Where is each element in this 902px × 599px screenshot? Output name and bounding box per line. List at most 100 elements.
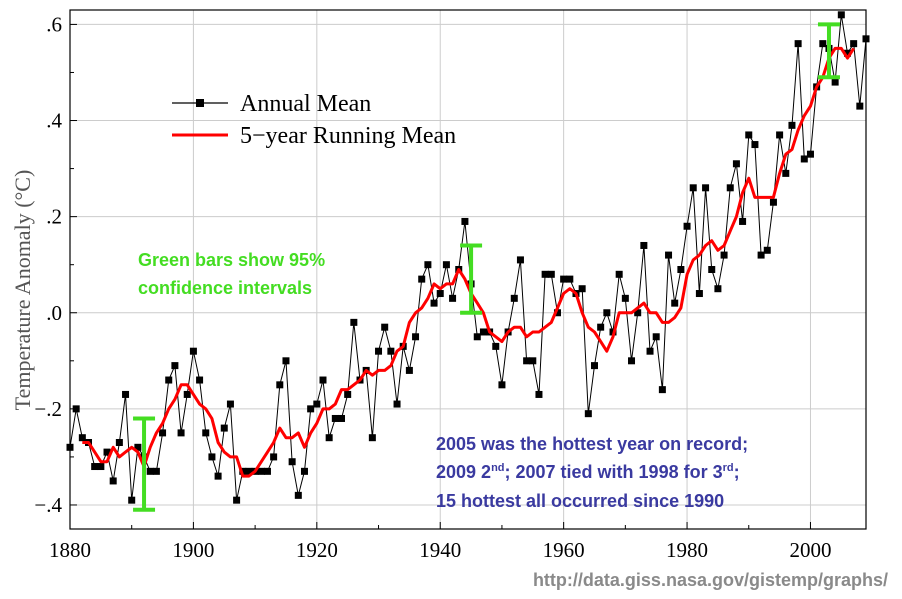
annual-mean-point <box>553 309 561 317</box>
annual-mean-point <box>338 414 346 422</box>
annual-mean-point <box>492 342 500 350</box>
annual-mean-point <box>331 414 339 422</box>
annual-mean-point <box>122 390 130 398</box>
running-mean-line <box>82 46 855 478</box>
annual-mean-point <box>226 400 234 408</box>
annual-mean-point <box>307 405 315 413</box>
annual-mean-point <box>695 290 703 298</box>
annual-mean-point <box>856 102 864 110</box>
annual-mean-point <box>313 400 321 408</box>
annual-mean-point <box>578 285 586 293</box>
annual-mean-point <box>776 131 784 139</box>
confidence-note-line-2: confidence intervals <box>138 278 312 298</box>
annual-mean-point <box>837 11 845 19</box>
annual-mean-point <box>325 434 333 442</box>
annual-mean-point <box>189 347 197 355</box>
annual-mean-point <box>424 261 432 269</box>
x-tick-label: 1900 <box>172 538 214 562</box>
annual-mean-point <box>516 256 524 264</box>
grid-lines <box>69 10 866 529</box>
annual-mean-point <box>757 251 765 259</box>
legend-annual-label: Annual Mean <box>240 91 371 117</box>
y-tick-label: −.4 <box>34 493 62 517</box>
annual-mean-point <box>282 357 290 365</box>
annual-mean-point <box>442 261 450 269</box>
annual-mean-point <box>381 323 389 331</box>
annual-mean-point <box>449 294 457 302</box>
annual-mean-point <box>689 184 697 192</box>
annual-mean-point <box>646 347 654 355</box>
axis-ticks: 1880 1900 1920 1940 1960 1980 2000 −.4 −.2 .0 .2 .4… <box>34 12 831 562</box>
annual-mean-point <box>708 266 716 273</box>
annual-mean-point <box>288 458 296 466</box>
annual-mean-point <box>430 299 438 307</box>
source-url: http://data.giss.nasa.gov/gistemp/graphs… <box>533 570 888 590</box>
annual-mean-point <box>202 429 210 437</box>
annual-mean-point <box>751 141 759 149</box>
annual-mean-point <box>769 198 777 206</box>
x-tick-label: 1980 <box>666 538 708 562</box>
annual-mean-point <box>171 362 179 370</box>
annual-mean-point <box>214 472 222 480</box>
annual-mean-point <box>257 467 265 475</box>
annual-mean-point <box>541 270 549 278</box>
annual-mean-point <box>831 78 839 86</box>
hottest-note-line-2: 2009 2nd; 2007 tied with 1998 for 3rd; <box>436 462 740 482</box>
annual-mean-point <box>800 155 808 163</box>
annual-mean-point <box>547 270 555 278</box>
annual-mean-point <box>819 40 827 48</box>
legend-annual-marker <box>196 99 204 107</box>
x-tick-label: 1960 <box>543 538 585 562</box>
annual-mean-point <box>498 381 506 389</box>
confidence-bar <box>460 243 483 315</box>
annual-mean-point <box>665 251 673 259</box>
annual-mean-point <box>220 424 228 432</box>
x-tick-label: 1880 <box>49 538 91 562</box>
annual-mean-point <box>850 40 858 48</box>
annual-mean-point <box>78 434 86 442</box>
annual-mean-point <box>263 467 271 475</box>
annual-mean-point <box>375 347 383 355</box>
annual-mean-point <box>473 333 481 341</box>
annual-mean-point <box>652 333 660 341</box>
annual-mean-point <box>603 309 611 317</box>
annual-mean-point <box>843 49 851 57</box>
annual-mean-point <box>720 251 728 259</box>
annual-mean-point <box>658 386 666 394</box>
annual-mean-point <box>788 121 796 129</box>
annual-mean-point <box>806 150 814 158</box>
annual-mean-point <box>714 285 722 293</box>
annual-mean-point <box>590 362 598 370</box>
annual-mean-point <box>621 294 629 302</box>
annual-mean-point <box>726 184 734 192</box>
annual-mean-point <box>208 453 216 461</box>
y-tick-label: −.2 <box>34 397 62 421</box>
y-tick-label: .4 <box>46 109 62 133</box>
confidence-note-line-1: Green bars show 95% <box>138 250 325 270</box>
confidence-bar <box>133 416 156 512</box>
annual-mean-point <box>739 217 747 225</box>
annual-mean-point <box>177 429 185 437</box>
annual-mean-point <box>270 453 278 461</box>
annual-mean-point <box>393 400 401 408</box>
legend: Annual Mean 5−year Running Mean <box>172 91 456 149</box>
annual-mean-point <box>183 390 191 398</box>
annual-mean-point <box>523 357 531 365</box>
annual-mean-point <box>732 160 740 168</box>
annual-mean-point <box>615 270 623 278</box>
annual-mean-point <box>479 328 487 336</box>
annual-mean-point <box>72 405 80 413</box>
annual-mean-point <box>294 491 302 499</box>
annual-mean-point <box>412 333 420 341</box>
annual-mean-point <box>115 439 123 446</box>
annual-mean-point <box>597 323 605 331</box>
annual-mean-point <box>134 443 142 451</box>
annual-mean-point <box>862 35 870 43</box>
plot-frame <box>69 9 867 530</box>
annual-mean-point <box>319 376 327 384</box>
confidence-bar <box>817 22 840 80</box>
annual-mean-point <box>66 443 74 451</box>
annual-mean-point <box>146 467 154 475</box>
annual-mean-point <box>91 463 99 471</box>
annual-mean-point <box>634 309 642 317</box>
